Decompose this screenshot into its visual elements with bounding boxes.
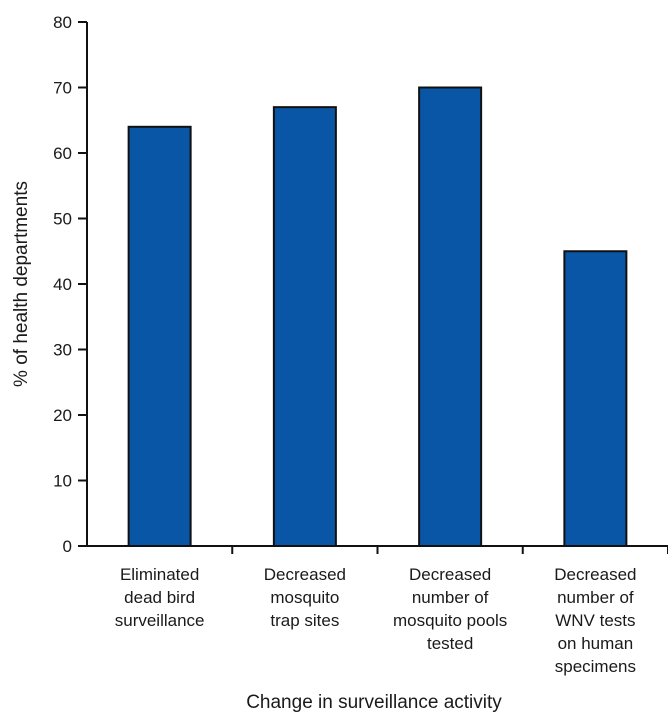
x-category-label: Decreased number of WNV tests on human speci… [554,565,636,676]
bar [272,106,337,548]
x-category-label: Eliminated dead bird surveillance [115,565,205,630]
x-category-labels-layer: Eliminated dead bird surveillance Decreased… [115,565,637,676]
y-tick-label: 60 [53,144,72,163]
y-tick-label: 0 [63,537,72,556]
y-tick-label: 10 [53,472,72,491]
bar [127,125,192,548]
x-category-label: Decreased mosquito trap sites [264,565,346,630]
y-tick-label: 80 [53,13,72,32]
y-tick-label: 50 [53,210,72,229]
y-tick-label: 40 [53,275,72,294]
x-category-label: Decreased number of mosquito pools tested [393,565,507,653]
x-axis-title: Change in surveillance activity [246,692,502,713]
y-ticks-layer: 0 10 20 30 40 50 60 70 80 [53,13,668,556]
y-axis-title: % of health departments [11,181,32,387]
bar [563,250,628,547]
bars-layer [127,86,628,548]
y-tick-label: 20 [53,406,72,425]
y-tick-label: 70 [53,79,72,98]
y-tick-label: 30 [53,341,72,360]
bar [418,86,483,547]
